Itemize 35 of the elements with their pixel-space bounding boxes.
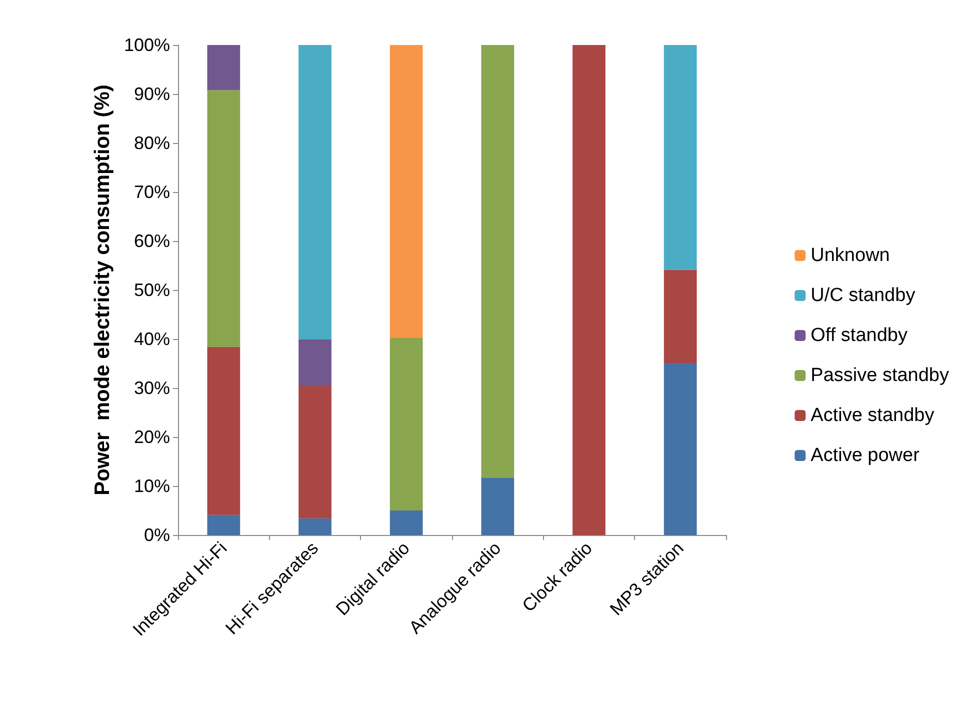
bar	[572, 45, 606, 535]
y-tick-label: 100%	[124, 35, 170, 55]
bar	[207, 90, 240, 347]
bar	[207, 346, 240, 515]
bar	[664, 270, 697, 364]
bar	[298, 518, 332, 535]
bar	[207, 514, 240, 535]
y-tick-label: 70%	[134, 182, 170, 202]
y-tick-label: 30%	[134, 378, 170, 398]
legend-label: Active power	[810, 445, 920, 466]
y-tick-label: 40%	[134, 329, 170, 349]
legend-label: U/C standby	[810, 285, 916, 306]
y-tick-label: 0%	[144, 525, 170, 545]
bar	[298, 45, 332, 340]
legend-label: Unknown	[810, 245, 890, 266]
bar	[298, 339, 332, 386]
bar	[207, 45, 240, 90]
y-tick-label: 60%	[134, 231, 170, 251]
y-tick-label: 20%	[134, 427, 170, 447]
bar	[481, 478, 514, 535]
legend-label: Passive standby	[810, 365, 950, 386]
bar	[390, 45, 423, 338]
bar	[664, 363, 697, 535]
bar	[390, 338, 423, 510]
y-axis-title: Power mode electricity consumption (%)	[91, 84, 114, 496]
y-tick-label: 50%	[134, 280, 170, 300]
y-tick-label: 90%	[134, 84, 170, 104]
bar	[664, 45, 697, 270]
legend-label: Active standby	[810, 405, 935, 426]
legend-label: Off standby	[810, 325, 908, 346]
bar	[390, 510, 423, 535]
bar	[481, 45, 514, 478]
y-tick-label: 80%	[134, 133, 170, 153]
bar	[298, 386, 332, 518]
y-tick-label: 10%	[134, 476, 170, 496]
